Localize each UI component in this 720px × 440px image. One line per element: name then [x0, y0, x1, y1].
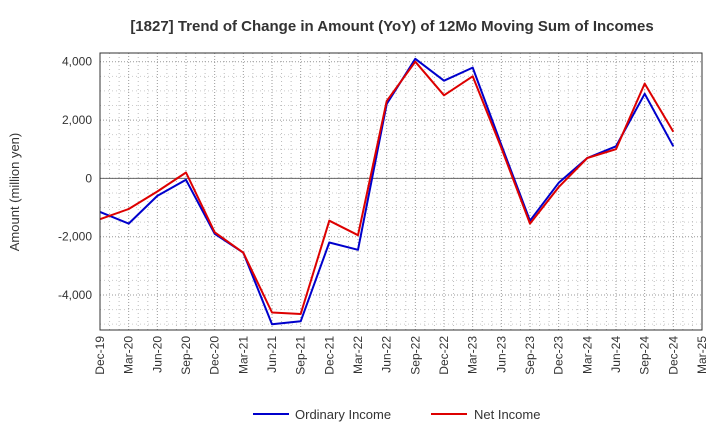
x-tick-label: Jun-22 — [380, 336, 394, 373]
y-tick-labels: 4,000 2,000 0 -2,000 -4,000 — [58, 55, 92, 302]
x-tick-label: Dec-23 — [552, 336, 566, 375]
y-tick-label: 2,000 — [62, 113, 92, 127]
x-tick-label: Jun-20 — [150, 336, 164, 373]
x-tick-label: Mar-21 — [236, 336, 250, 374]
y-tick-label: -4,000 — [58, 288, 92, 302]
x-tick-label: Mar-24 — [580, 336, 594, 374]
grid — [99, 53, 703, 330]
y-tick-label: 0 — [85, 171, 92, 185]
x-tick-label: Sep-22 — [408, 336, 422, 375]
x-tick-label: Sep-21 — [294, 336, 308, 375]
x-tick-label: Dec-22 — [437, 336, 451, 375]
x-tick-label: Dec-24 — [666, 336, 680, 375]
x-tick-label: Dec-20 — [208, 336, 222, 375]
series-line-net-income — [99, 60, 675, 315]
legend-label: Net Income — [474, 407, 540, 422]
x-tick-label: Sep-24 — [638, 336, 652, 375]
x-tick-label: Jun-23 — [494, 336, 508, 373]
y-tick-label: 4,000 — [62, 55, 92, 69]
x-tick-label: Mar-20 — [122, 336, 136, 374]
y-axis-label: Amount (million yen) — [7, 133, 22, 252]
y-tick-label: -2,000 — [58, 230, 92, 244]
series-lines — [99, 57, 675, 326]
x-tick-label: Dec-19 — [93, 336, 107, 375]
legend-label: Ordinary Income — [295, 407, 391, 422]
x-tick-label: Dec-21 — [322, 336, 336, 375]
x-tick-label: Sep-20 — [179, 336, 193, 375]
x-tick-label: Mar-25 — [695, 336, 709, 374]
chart-title: [1827] Trend of Change in Amount (YoY) o… — [130, 18, 653, 35]
x-tick-labels: Dec-19 Mar-20 Jun-20 Sep-20 Dec-20 Mar-21 Jun-… — [93, 336, 709, 375]
x-tick-label: Mar-22 — [351, 336, 365, 374]
x-tick-label: Jun-21 — [265, 336, 279, 373]
x-tick-label: Sep-23 — [523, 336, 537, 375]
x-tick-label: Mar-23 — [466, 336, 480, 374]
x-tick-label: Jun-24 — [609, 336, 623, 373]
plot-frame — [99, 52, 703, 331]
legend: Ordinary Income Net Income — [253, 407, 540, 422]
